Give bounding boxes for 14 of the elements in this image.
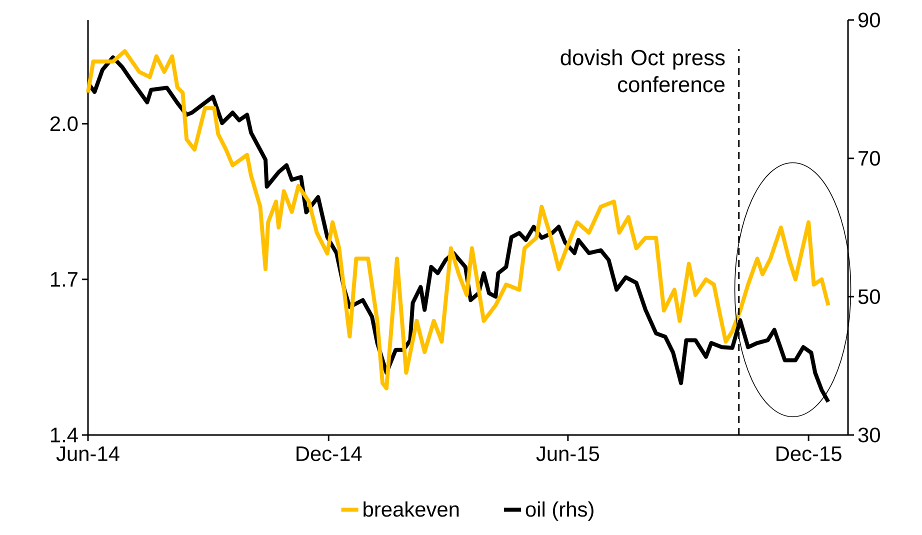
legend-label: breakeven: [364, 501, 459, 517]
x-tick-label: Jun-15: [536, 446, 600, 462]
x-tick-label: Dec-14: [296, 446, 362, 462]
y2-tick-label: 70: [858, 150, 880, 166]
y-tick-label: 1.4: [50, 428, 78, 442]
y2-tick-label: 50: [858, 289, 880, 304]
y2-tick-label: 90: [858, 12, 880, 28]
ref-line-label: dovish Oct press conference: [560, 49, 725, 92]
x-tick-label: Dec-15: [776, 446, 842, 462]
y2-tick-label: 30: [858, 428, 880, 442]
legend-label: oil (rhs): [526, 501, 594, 521]
y-tick-label: 1.7: [50, 272, 78, 287]
y-tick-label: 2.0: [50, 116, 78, 132]
x-tick-label: Jun-14: [56, 446, 120, 462]
